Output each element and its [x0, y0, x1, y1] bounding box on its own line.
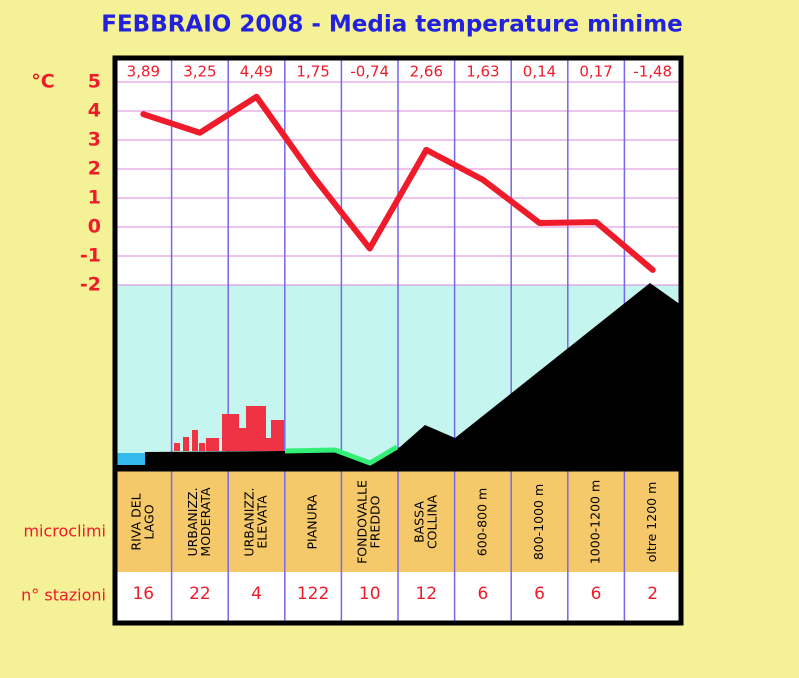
- station-count: 122: [297, 584, 329, 604]
- temperature-line: [140, 93, 656, 273]
- y-tick-label: -2: [80, 274, 101, 296]
- category-label: LAGO: [141, 504, 156, 539]
- value-label: 3,25: [183, 63, 216, 81]
- y-tick-label: 3: [88, 129, 101, 151]
- row-label: microclimi: [23, 522, 106, 541]
- station-count: 22: [189, 584, 211, 604]
- category-label: URBANIZZ.: [185, 487, 200, 556]
- station-count: 4: [251, 584, 262, 604]
- category-label: BASSA: [411, 501, 426, 543]
- category-label: URBANIZZ.: [242, 487, 257, 556]
- chart-title: FEBBRAIO 2008 - Media temperature minime: [101, 12, 683, 38]
- mountains: [115, 283, 681, 470]
- category-label: RIVA DEL: [128, 493, 143, 550]
- value-label: 0,14: [523, 63, 556, 81]
- category-label: ELEVATA: [255, 495, 270, 549]
- category-label: COLLINA: [424, 495, 439, 550]
- y-tick-label: 5: [88, 71, 101, 93]
- station-count: 12: [415, 584, 437, 604]
- frame: [112, 55, 684, 626]
- y-axis-label: °C: [31, 71, 54, 93]
- value-label: 3,89: [127, 63, 160, 81]
- value-label: 4,49: [240, 63, 273, 81]
- row-label: n° stazioni: [21, 586, 106, 605]
- value-label: 0,17: [579, 63, 612, 81]
- value-label: 2,66: [410, 63, 443, 81]
- category-label: FREDDO: [368, 495, 383, 548]
- station-count: 10: [359, 584, 381, 604]
- station-count: 6: [477, 584, 488, 604]
- station-count: 16: [132, 584, 154, 604]
- value-label: 1,75: [296, 63, 329, 81]
- category-label: oltre 1200 m: [644, 482, 659, 563]
- category-label: MODERATA: [198, 487, 213, 557]
- y-tick-label: 0: [88, 216, 101, 238]
- value-label: -0,74: [350, 63, 389, 81]
- y-tick-label: 1: [88, 187, 101, 209]
- category-label: PIANURA: [305, 494, 320, 549]
- category-label: FONDOVALLE: [355, 480, 370, 564]
- station-count: 2: [647, 584, 658, 604]
- category-label: 1000-1200 m: [588, 480, 603, 564]
- y-tick-label: -1: [80, 245, 101, 267]
- category-label: 800-1000 m: [531, 484, 546, 560]
- category-label: 600-800 m: [474, 488, 489, 556]
- value-label: 1,63: [466, 63, 499, 81]
- buildings: [174, 406, 284, 451]
- station-count: 6: [534, 584, 545, 604]
- value-label: -1,48: [633, 63, 672, 81]
- valley-line: [284, 444, 399, 466]
- y-tick-label: 4: [88, 100, 101, 122]
- lake: [115, 453, 147, 467]
- y-tick-label: 2: [88, 158, 101, 180]
- station-count: 6: [591, 584, 602, 604]
